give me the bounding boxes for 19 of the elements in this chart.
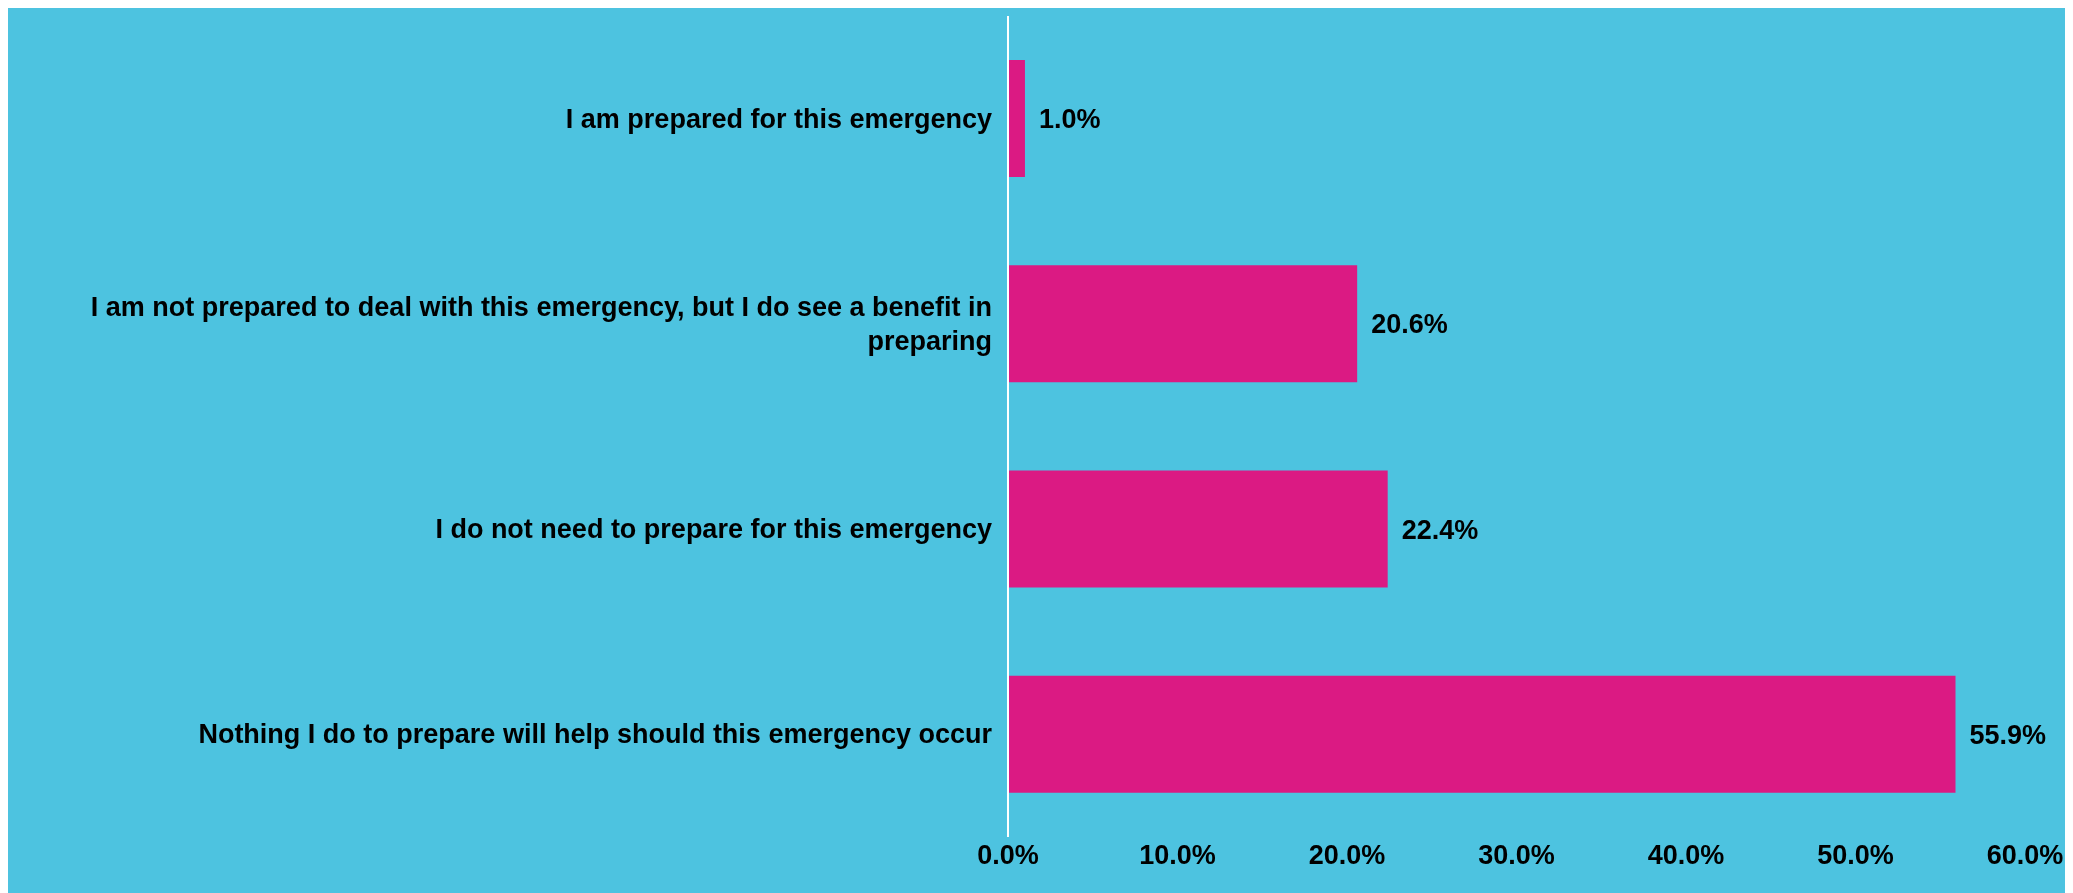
y-tick-label: I am prepared for this emergency xyxy=(565,103,992,134)
y-tick-label: Nothing I do to prepare will help should this emergency occur xyxy=(198,719,993,750)
bar xyxy=(1008,470,1388,588)
x-tick-label: 40.0% xyxy=(1647,840,1725,871)
y-tick-label: I am not prepared to deal with this emergency, but I do see a benefit in preparing xyxy=(90,291,992,356)
x-tick-label: 50.0% xyxy=(1817,840,1894,871)
x-tick-label: 10.0% xyxy=(1139,840,1216,871)
data-label: 22.4% xyxy=(1401,514,1479,545)
x-tick-label: 0.0% xyxy=(977,840,1039,871)
data-label: 55.9% xyxy=(1969,719,2047,750)
bar xyxy=(1008,265,1358,383)
data-label: 20.6% xyxy=(1371,309,1448,340)
data-label: 1.0% xyxy=(1038,104,1101,135)
x-tick-label: 20.0% xyxy=(1308,840,1386,871)
y-tick-label: I do not need to prepare for this emergency xyxy=(435,514,992,545)
x-tick-label: 30.0% xyxy=(1478,840,1555,871)
bar xyxy=(1008,60,1025,177)
bar xyxy=(1008,675,1956,793)
x-tick-label: 60.0% xyxy=(1986,840,2064,871)
